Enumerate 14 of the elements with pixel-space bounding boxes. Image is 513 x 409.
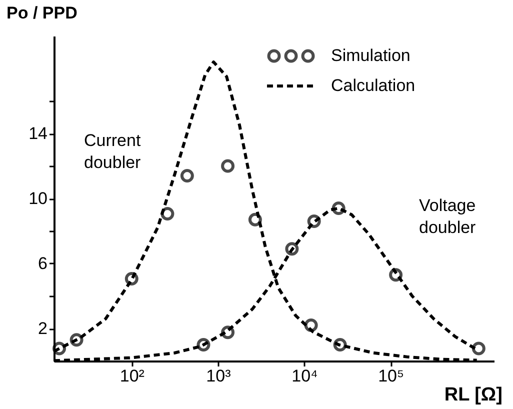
x-tick-label: 10⁵ xyxy=(378,366,404,386)
x-axis-title: RL [Ω] xyxy=(444,384,502,406)
y-tick-label: 14 xyxy=(28,124,48,143)
y-tick-label: 6 xyxy=(38,254,48,273)
y-tick-label: 2 xyxy=(38,319,48,338)
legend-label: Simulation xyxy=(331,46,410,65)
x-tick-label: 10² xyxy=(120,366,145,386)
legend-label: Calculation xyxy=(331,76,416,95)
x-tick-label: 10⁴ xyxy=(292,366,318,386)
y-axis-title: Po / PPD xyxy=(6,4,78,22)
y-tick-label: 10 xyxy=(28,189,48,208)
x-tick-label: 10³ xyxy=(206,366,232,386)
annotation: Current doubler xyxy=(84,131,142,172)
annotation: Voltage doubler xyxy=(419,196,476,237)
